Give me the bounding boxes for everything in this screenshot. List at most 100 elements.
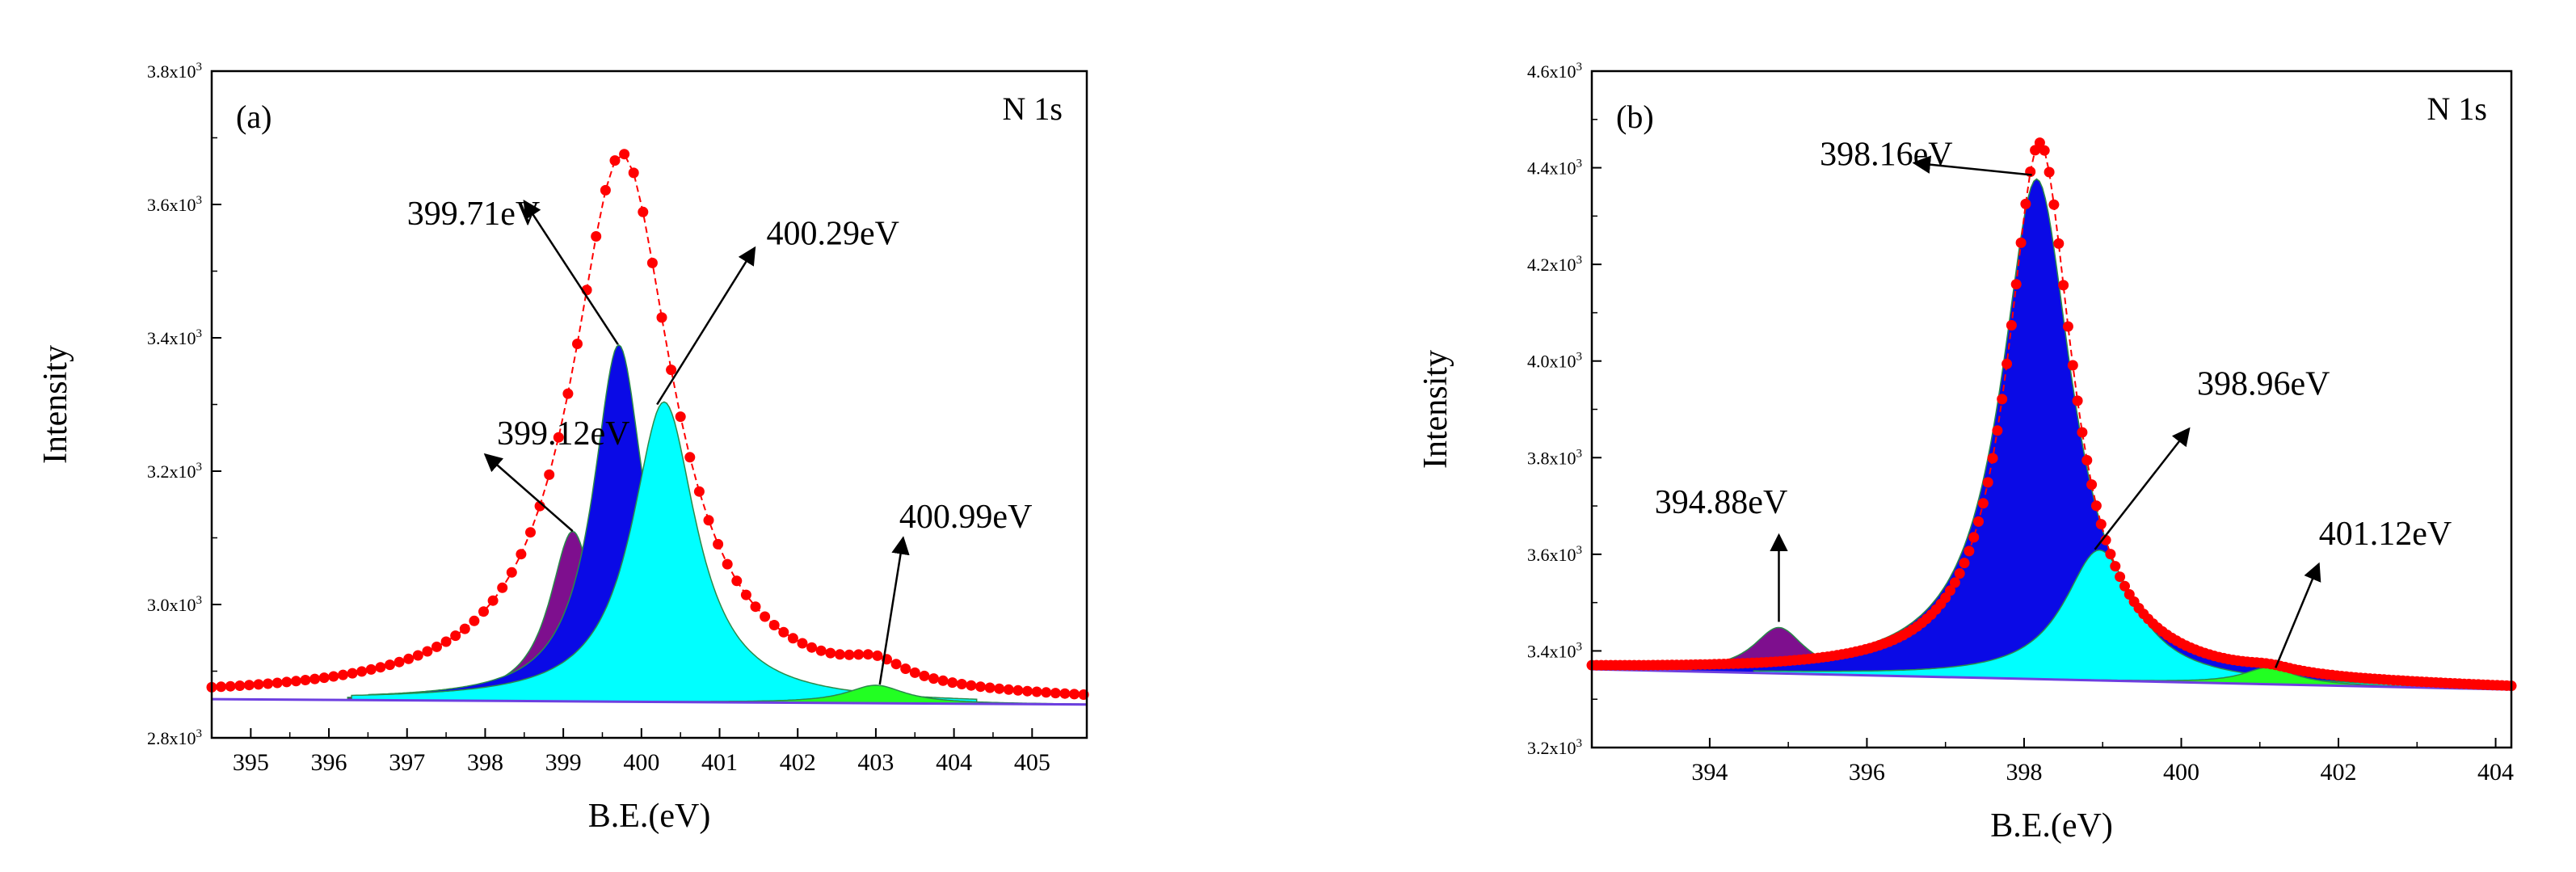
data-point (1050, 688, 1061, 699)
data-point (309, 673, 321, 685)
y-tick-mantissa: 2.8x10 (147, 728, 196, 748)
y-tick-label: 3.6x103 (1527, 544, 1582, 565)
y-tick-label: 3.8x103 (1527, 447, 1582, 468)
data-point (422, 646, 433, 657)
x-tick-label: 396 (1849, 759, 1885, 786)
data-point (525, 527, 536, 538)
x-tick-label: 400 (2163, 759, 2199, 786)
data-point (1968, 532, 1980, 543)
y-axis-title: Intensity (1417, 350, 1454, 469)
y-tick-label: 3.8x103 (147, 61, 202, 82)
data-point (328, 671, 339, 682)
x-tick-label: 400 (623, 749, 659, 776)
panel-label: (b) (1616, 99, 1654, 135)
y-tick-exponent: 3 (1576, 544, 1583, 557)
data-point (1982, 477, 1993, 488)
data-point (2105, 549, 2116, 560)
y-tick-mantissa: 3.6x10 (147, 195, 196, 215)
data-point (1041, 687, 1052, 698)
data-point (2010, 279, 2022, 290)
chart-panel-b: 394 396 398 400 402 4043.2x1033.4x1033.6x1033… (1417, 61, 2517, 845)
data-point (243, 680, 255, 691)
data-point (2001, 358, 2013, 369)
data-point (544, 469, 555, 480)
x-tick-label: 405 (1014, 749, 1050, 776)
data-point (2090, 500, 2102, 512)
y-tick-mantissa: 3.6x10 (1527, 545, 1576, 565)
data-point (787, 633, 798, 644)
y-tick-mantissa: 3.0x10 (147, 595, 196, 615)
data-point (872, 650, 883, 661)
data-point (2044, 166, 2055, 178)
data-point (984, 682, 995, 693)
y-tick-mantissa: 3.8x10 (147, 61, 196, 82)
data-point (760, 611, 771, 622)
x-tick-label: 397 (389, 749, 425, 776)
x-axis-title: B.E.(eV) (588, 798, 711, 835)
data-point (572, 339, 583, 349)
peak-arrow (523, 199, 619, 345)
data-point (450, 630, 461, 642)
y-tick-exponent: 3 (1576, 640, 1583, 653)
data-point (2119, 580, 2130, 592)
data-point (1973, 516, 1984, 527)
data-point (1997, 394, 2008, 405)
y-tick-exponent: 3 (1576, 254, 1583, 267)
data-point (750, 601, 761, 613)
x-tick-label: 401 (701, 749, 738, 776)
data-point (1959, 558, 1970, 569)
y-tick-exponent: 3 (1576, 61, 1583, 74)
peak-label: 399.12eV (497, 415, 629, 453)
data-point (722, 558, 733, 570)
x-tick-label: 398 (2006, 759, 2042, 786)
y-tick-exponent: 3 (196, 327, 203, 340)
fitted-peak-2 (1690, 178, 2384, 688)
data-point (740, 589, 751, 600)
data-point (2053, 238, 2065, 249)
data-point (966, 680, 977, 691)
data-point (703, 515, 714, 526)
data-point (646, 257, 658, 268)
peak-label: 394.88eV (1655, 484, 1787, 521)
data-point (225, 680, 236, 692)
data-point (591, 231, 602, 242)
x-tick-label: 394 (1691, 759, 1728, 786)
data-point (356, 666, 368, 677)
data-point (919, 670, 930, 681)
peak-arrow (483, 453, 574, 533)
data-point (394, 656, 405, 668)
x-tick-label: 398 (467, 749, 503, 776)
data-point (713, 538, 724, 550)
data-point (956, 679, 967, 689)
data-point (619, 149, 630, 160)
data-point (562, 388, 574, 399)
data-point (216, 681, 227, 693)
data-point (553, 432, 564, 443)
peak-arrow (2275, 562, 2321, 668)
data-point (628, 167, 639, 179)
y-tick-mantissa: 3.2x10 (147, 461, 196, 482)
y-tick-exponent: 3 (196, 594, 203, 607)
data-point (909, 667, 920, 678)
data-point (2034, 137, 2045, 149)
peak-label: 399.71eV (407, 196, 540, 233)
data-point (385, 659, 395, 671)
peak-label: 398.16eV (1820, 137, 1952, 174)
data-point (459, 623, 470, 634)
y-tick-label: 3.2x103 (1527, 737, 1582, 758)
data-point (600, 184, 611, 196)
y-tick-label: 4.6x103 (1527, 61, 1582, 82)
data-point (731, 575, 743, 587)
y-tick-mantissa: 3.2x10 (1527, 738, 1576, 758)
data-point (234, 680, 246, 691)
y-tick-mantissa: 3.8x10 (1527, 448, 1576, 468)
data-point (768, 620, 780, 630)
peak-arrow (878, 536, 910, 685)
peak-label: 400.99eV (899, 499, 1032, 536)
y-tick-mantissa: 3.4x10 (147, 328, 196, 348)
data-point (862, 649, 873, 660)
data-point (2062, 321, 2073, 332)
y-tick-label: 4.4x103 (1527, 158, 1582, 179)
data-point (844, 649, 855, 660)
peak-arrow (1912, 155, 2032, 176)
